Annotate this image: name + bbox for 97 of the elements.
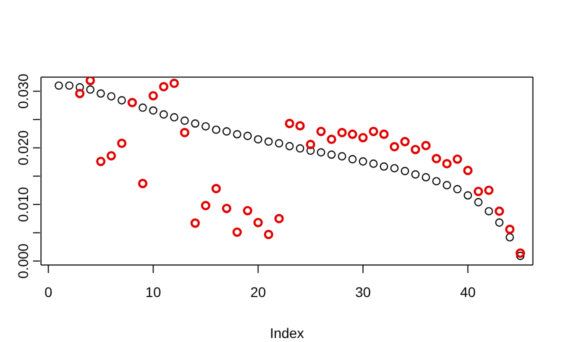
point [232, 130, 242, 138]
point [264, 230, 274, 240]
point [338, 152, 346, 160]
point [442, 158, 452, 168]
y-tick-label: 0.030 [15, 74, 31, 109]
point [285, 142, 294, 150]
point [400, 166, 410, 176]
point [505, 224, 515, 234]
x-tick-label: 0 [44, 284, 52, 300]
point [202, 122, 210, 130]
x-tick-label: 30 [355, 284, 371, 300]
point [170, 78, 179, 88]
point [326, 134, 336, 144]
x-axis-title: Index [270, 325, 304, 341]
point [421, 140, 431, 150]
point [390, 142, 400, 152]
point [180, 128, 190, 138]
point [274, 214, 284, 224]
point [160, 110, 168, 119]
point [410, 144, 420, 154]
point [180, 116, 189, 125]
point [200, 200, 210, 210]
point [86, 85, 94, 94]
point [54, 81, 63, 90]
point [432, 177, 441, 186]
x-tick-label: 20 [250, 284, 266, 300]
point [222, 204, 232, 214]
point [506, 233, 514, 242]
point [494, 206, 504, 216]
point [296, 144, 304, 153]
point [96, 156, 106, 166]
point [464, 191, 472, 200]
x-tick-label: 10 [145, 284, 162, 300]
y-tick-label: 0.000 [15, 243, 31, 279]
point [442, 181, 452, 190]
point [222, 127, 231, 136]
point [107, 92, 116, 100]
y-tick-label: 0.010 [15, 186, 31, 222]
point [264, 137, 273, 146]
point [380, 162, 388, 171]
point [316, 148, 326, 157]
point [96, 89, 105, 98]
point [211, 184, 221, 194]
point [306, 140, 316, 150]
point [379, 130, 389, 139]
point [400, 136, 410, 146]
point [316, 126, 326, 136]
point [138, 104, 147, 112]
point [232, 227, 242, 237]
point [76, 83, 84, 92]
point [138, 178, 148, 188]
point [149, 106, 158, 115]
point [453, 185, 462, 194]
point [159, 82, 168, 92]
point [516, 248, 526, 258]
point [242, 206, 252, 216]
point [306, 146, 315, 155]
point [254, 135, 262, 144]
point [75, 88, 85, 98]
point [327, 150, 336, 159]
point [358, 157, 368, 166]
point [337, 128, 347, 138]
point [474, 186, 484, 196]
point [170, 113, 178, 122]
point [274, 139, 284, 148]
point [484, 186, 494, 195]
y-tick-label: 0.020 [15, 130, 31, 166]
point [516, 252, 524, 260]
point [65, 81, 74, 90]
point [411, 170, 420, 179]
point [191, 119, 200, 128]
point [390, 164, 399, 172]
point [284, 118, 294, 128]
x-tick-label: 40 [460, 284, 476, 300]
point [495, 218, 504, 227]
point [348, 155, 357, 164]
point [212, 126, 220, 134]
point [128, 98, 137, 108]
point [369, 160, 378, 168]
point [253, 218, 263, 228]
point [243, 132, 252, 140]
point [358, 132, 368, 142]
point [432, 154, 442, 164]
point [295, 121, 305, 130]
point [474, 198, 483, 206]
point [348, 130, 358, 139]
point [190, 218, 200, 228]
point [106, 151, 116, 160]
point [118, 96, 126, 104]
point [422, 173, 430, 182]
point [484, 207, 493, 216]
point [368, 126, 378, 136]
point [463, 166, 473, 176]
point [117, 138, 126, 148]
point [86, 77, 95, 86]
point [148, 91, 158, 100]
point [452, 154, 462, 164]
